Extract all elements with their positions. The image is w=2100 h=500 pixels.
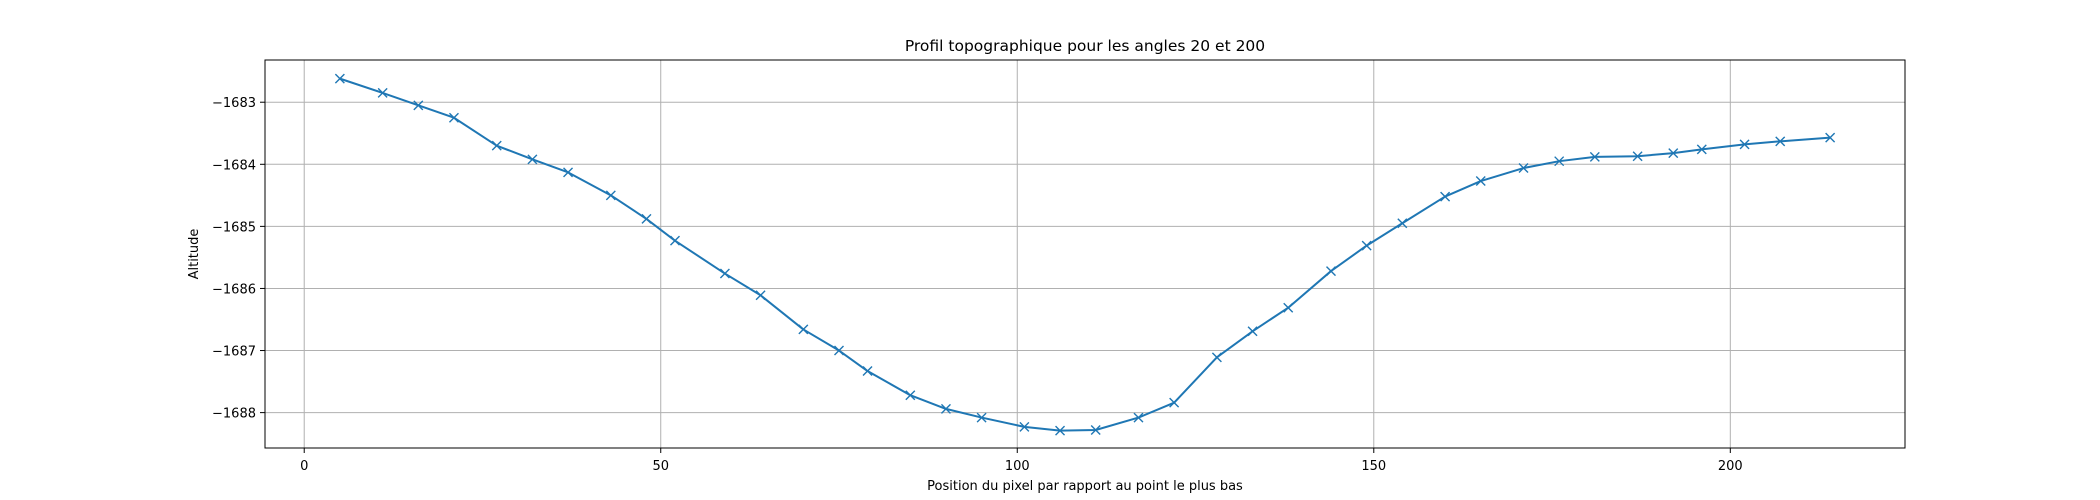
data-point-marker	[940, 403, 951, 414]
y-tick-label: −1687	[212, 345, 256, 360]
data-point-marker	[905, 390, 916, 401]
y-tick-label: −1684	[212, 158, 256, 173]
x-tick-label: 150	[1361, 459, 1386, 474]
x-axis-label: Position du pixel par rapport au point l…	[927, 479, 1243, 494]
chart-title: Profil topographique pour les angles 20 …	[905, 37, 1265, 55]
x-tick-label: 100	[1005, 459, 1030, 474]
data-point-marker	[1440, 191, 1451, 202]
y-tick-label: −1686	[212, 282, 256, 297]
data-point-marker	[976, 412, 987, 423]
data-point-marker	[1211, 352, 1222, 363]
y-tick-label: −1685	[212, 220, 256, 235]
data-point-marker	[527, 154, 538, 165]
data-point-marker	[1589, 151, 1600, 162]
data-point-marker	[1518, 163, 1529, 174]
data-point-marker	[605, 190, 616, 201]
data-point-marker	[755, 290, 766, 301]
data-point-marker	[1632, 151, 1643, 162]
data-point-marker	[1169, 397, 1180, 408]
grid-lines	[265, 60, 1905, 448]
data-point-marker	[491, 140, 502, 151]
data-point-marker	[1361, 240, 1372, 251]
data-point-marker	[1326, 266, 1336, 277]
data-point-marker	[1554, 156, 1565, 167]
x-tick-label: 200	[1718, 459, 1743, 474]
series-line	[339, 77, 1831, 432]
data-point-marker	[1283, 302, 1294, 313]
plot-frame	[264, 59, 1906, 449]
series-markers	[334, 73, 1836, 436]
data-point-marker	[563, 167, 574, 178]
x-tick-label: 0	[300, 459, 308, 474]
data-point-marker	[1247, 326, 1258, 337]
y-axis-label: Altitude	[187, 229, 202, 280]
y-axis-ticks: −1688 −1687 −1686 −1685 −1684 −1683	[212, 96, 265, 422]
data-point-marker	[448, 112, 459, 123]
data-point-marker	[719, 268, 730, 279]
x-tick-label: 50	[652, 459, 669, 474]
data-point-marker	[1397, 218, 1408, 229]
data-point-marker	[641, 213, 652, 224]
data-point-marker	[862, 366, 873, 377]
series-line-group	[339, 77, 1831, 432]
data-point-marker	[1825, 132, 1836, 143]
data-point-marker	[377, 87, 388, 98]
data-point-marker	[413, 100, 424, 111]
data-point-marker	[834, 345, 844, 356]
data-point-marker	[1775, 136, 1786, 147]
data-point-marker	[1668, 148, 1679, 159]
data-point-marker	[1475, 176, 1486, 187]
data-point-marker	[1696, 144, 1707, 155]
data-point-marker	[1019, 421, 1030, 432]
data-point-marker	[1133, 412, 1144, 423]
data-point-marker	[1055, 425, 1066, 436]
y-tick-label: −1683	[212, 96, 256, 111]
data-point-marker	[1090, 425, 1101, 435]
x-axis-ticks: 0 50 100 150 200	[300, 448, 1743, 474]
data-point-marker	[670, 235, 680, 246]
y-tick-label: −1688	[212, 407, 256, 422]
data-point-marker	[1739, 139, 1750, 150]
data-point-marker	[798, 324, 809, 335]
data-point-marker	[334, 73, 345, 84]
